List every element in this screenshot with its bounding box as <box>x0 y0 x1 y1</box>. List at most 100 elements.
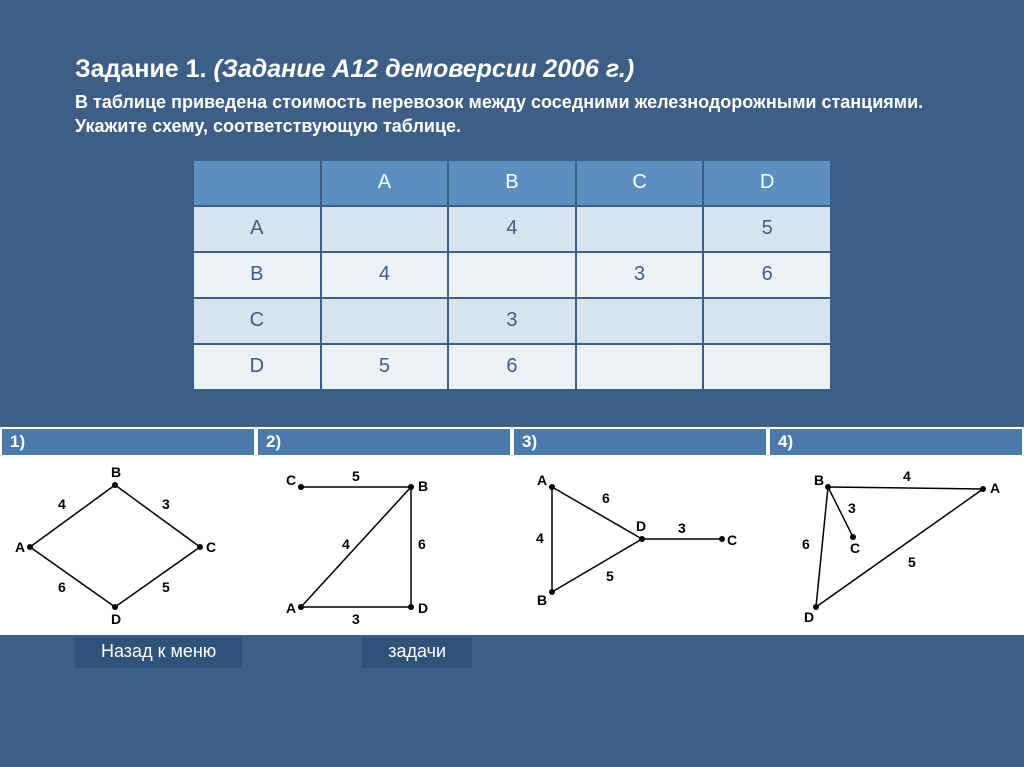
col-d: D <box>704 161 830 205</box>
graph-node <box>980 486 986 492</box>
edge-weight: 5 <box>162 579 170 595</box>
table-cell <box>577 299 703 343</box>
graph-edge <box>115 547 200 607</box>
table-cell: 4 <box>449 207 575 251</box>
graph-edge <box>301 487 411 607</box>
edge-weight: 5 <box>352 468 360 484</box>
cost-table: A B C D A45B436C3D56 <box>192 159 832 391</box>
table-cell <box>704 299 830 343</box>
nav-row: Назад к меню задачи <box>0 635 1024 668</box>
title-emph: (Задание А12 демоверсии 2006 г.) <box>213 55 634 83</box>
table-cell: 3 <box>449 299 575 343</box>
node-label: D <box>111 611 121 627</box>
graph-node <box>408 604 414 610</box>
back-to-menu-button[interactable]: Назад к меню <box>75 637 242 668</box>
table-row: C3 <box>194 299 830 343</box>
graph-node <box>112 482 118 488</box>
graph-node <box>112 604 118 610</box>
table-cell: 6 <box>704 253 830 297</box>
graph-node <box>27 544 33 550</box>
task-subtitle: В таблице приведена стоимость перевозок … <box>0 90 1024 159</box>
table-row: B4 36 <box>194 253 830 297</box>
edge-weight: 6 <box>802 536 810 552</box>
edge-weight: 4 <box>58 496 66 512</box>
node-label: C <box>286 472 296 488</box>
table-row: A 4 5 <box>194 207 830 251</box>
diagram-4: 4 3 6 5 B A C D <box>768 457 1024 635</box>
graph-node <box>639 536 645 542</box>
table-cell <box>322 207 448 251</box>
edge-weight: 4 <box>536 530 544 546</box>
col-b: B <box>449 161 575 205</box>
node-label: A <box>990 480 1000 496</box>
options-header-bar: 1) 2) 3) 4) <box>0 427 1024 457</box>
node-label: B <box>537 592 547 608</box>
table-cell: 5 <box>704 207 830 251</box>
table-header-row: A B C D <box>194 161 830 205</box>
table-cell: 6 <box>449 345 575 389</box>
graph-node <box>298 484 304 490</box>
table-cell <box>322 299 448 343</box>
graph-node <box>408 484 414 490</box>
graph-edge <box>30 485 115 547</box>
node-label: C <box>850 540 860 556</box>
table-cell <box>449 253 575 297</box>
row-head: A <box>194 207 320 251</box>
graph-edge <box>828 487 983 489</box>
table-cell: 3 <box>577 253 703 297</box>
edge-weight: 5 <box>606 568 614 584</box>
graph-edge <box>816 487 828 607</box>
table-cell <box>577 345 703 389</box>
node-label: B <box>111 464 121 480</box>
graph-node <box>719 536 725 542</box>
row-head: C <box>194 299 320 343</box>
row-head: D <box>194 345 320 389</box>
option-1-header: 1) <box>0 429 256 455</box>
task-title: Задание 1. (Задание А12 демоверсии 2006 … <box>0 0 1024 90</box>
table-cell: 5 <box>322 345 448 389</box>
node-label: D <box>636 518 646 534</box>
graph-node <box>197 544 203 550</box>
table-cell <box>577 207 703 251</box>
edge-weight: 6 <box>602 490 610 506</box>
option-2-header: 2) <box>256 429 512 455</box>
option-4-header: 4) <box>768 429 1024 455</box>
edge-weight: 3 <box>352 611 360 627</box>
graph-edge <box>552 539 642 592</box>
table-cell: 4 <box>322 253 448 297</box>
edge-weight: 4 <box>903 468 911 484</box>
title-lead: Задание 1. <box>75 55 213 83</box>
graph-edge <box>552 487 642 539</box>
graph-node <box>298 604 304 610</box>
row-head: B <box>194 253 320 297</box>
graph-node <box>549 589 555 595</box>
graph-node <box>549 484 555 490</box>
graph-edge <box>816 489 983 607</box>
col-a: A <box>322 161 448 205</box>
node-label: C <box>727 532 737 548</box>
table-cell <box>704 345 830 389</box>
node-label: D <box>804 609 814 625</box>
edge-weight: 6 <box>58 579 66 595</box>
edge-weight: 4 <box>342 536 350 552</box>
edge-weight: 3 <box>678 520 686 536</box>
graph-edge <box>115 485 200 547</box>
node-label: B <box>418 478 428 494</box>
diagrams-row: 4 3 6 5 A B C D 5 4 6 3 C B A D 4 6 5 3 A B D C 4 3 6 5 B A C D <box>0 457 1024 635</box>
node-label: B <box>814 472 824 488</box>
node-label: D <box>418 600 428 616</box>
node-label: C <box>206 539 216 555</box>
tasks-button[interactable]: задачи <box>362 637 472 668</box>
table-row: D56 <box>194 345 830 389</box>
diagram-1: 4365ABCD <box>0 457 256 635</box>
node-label: A <box>537 472 547 488</box>
edge-weight: 3 <box>162 496 170 512</box>
graph-node <box>825 484 831 490</box>
edge-weight: 5 <box>908 554 916 570</box>
option-3-header: 3) <box>512 429 768 455</box>
col-c: C <box>577 161 703 205</box>
edge-weight: 6 <box>418 536 426 552</box>
edge-weight: 3 <box>848 500 856 516</box>
col-blank <box>194 161 320 205</box>
node-label: A <box>286 600 296 616</box>
